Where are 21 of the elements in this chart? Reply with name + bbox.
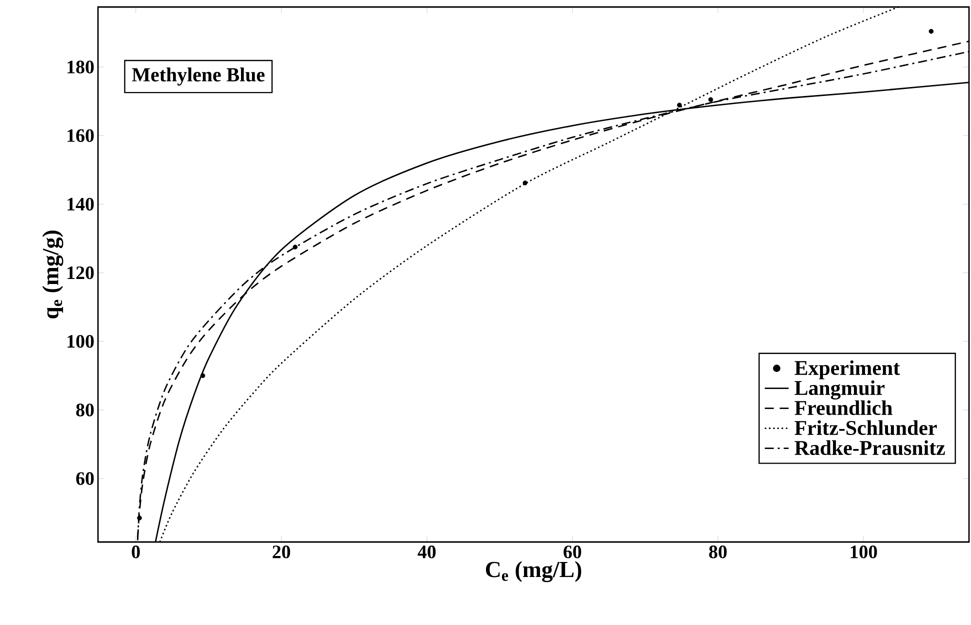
x-tick-label: 20: [272, 546, 290, 558]
legend-label: Fritz-Schlunder: [794, 420, 937, 436]
y-tick-label: 140: [68, 198, 94, 211]
y-axis-title: q$_{e}$ (mg/g): [42, 230, 64, 318]
annotation: Methylene Blue: [132, 67, 265, 86]
y-tick-label: 120: [68, 266, 94, 280]
y-tick-label: 160: [68, 129, 94, 142]
x-tick-label: 40: [418, 546, 436, 558]
y-tick-label: 60: [76, 472, 94, 485]
x-tick-label: 100: [850, 546, 877, 558]
x-tick-label: 60: [564, 546, 582, 558]
y-tick-label: 80: [76, 404, 94, 416]
legend-label: Experiment: [794, 360, 900, 380]
legend-label: Langmuir: [794, 380, 885, 400]
legend-label: Freundlich: [794, 400, 892, 416]
x-tick-label: 0: [132, 546, 140, 558]
y-tick-label: 100: [68, 334, 94, 348]
legend-label: Radke-Prausnitz: [794, 440, 945, 456]
y-tick-label: 180: [68, 60, 94, 74]
x-tick-label: 80: [709, 546, 727, 558]
x-axis-title: C$_{e}$ (mg/L): [486, 561, 582, 582]
